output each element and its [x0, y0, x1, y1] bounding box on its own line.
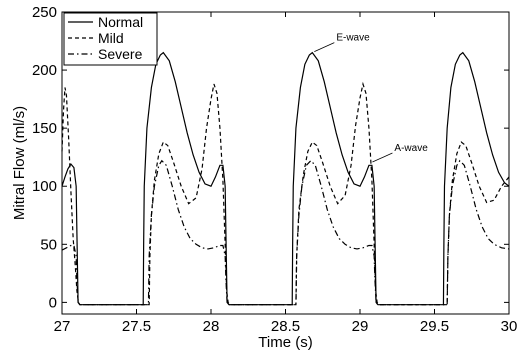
- series-line-mild: [61, 81, 510, 306]
- y-tick-label: 250: [32, 4, 57, 21]
- x-axis-label: Time (s): [258, 334, 312, 351]
- annotation-arrow: [314, 42, 335, 53]
- x-tick-label: 28: [203, 318, 220, 335]
- legend-label-normal: Normal: [98, 14, 143, 30]
- annotation-label-e-wave: E-wave: [336, 33, 370, 44]
- y-tick-label: 150: [32, 120, 57, 137]
- y-tick-label: 100: [32, 178, 57, 195]
- x-tick-label: 30: [501, 318, 518, 335]
- series-line-severe: [61, 159, 510, 306]
- x-tick-label: 27: [54, 318, 71, 335]
- y-tick-label: 50: [40, 236, 57, 253]
- series-line-normal: [61, 51, 510, 306]
- x-tick-label: 29: [352, 318, 369, 335]
- legend-label-severe: Severe: [98, 46, 143, 62]
- legend-label-mild: Mild: [98, 30, 124, 46]
- y-tick-label: 0: [49, 294, 57, 311]
- ticks-layer: 27 27.5 28 28.5 29 29.5 30 0 50 100 150 200 250: [32, 4, 517, 335]
- annotation-arrow: [372, 152, 393, 163]
- annotation-layer: E-wave A-wave: [314, 33, 428, 163]
- x-tick-label: 29.5: [420, 318, 449, 335]
- annotation-label-a-wave: A-wave: [394, 143, 428, 154]
- x-tick-label: 27.5: [122, 318, 151, 335]
- x-tick-label: 28.5: [271, 318, 300, 335]
- y-axis-label: Mitral Flow (ml/s): [11, 106, 28, 220]
- series-layer: [61, 51, 510, 306]
- y-tick-label: 200: [32, 62, 57, 79]
